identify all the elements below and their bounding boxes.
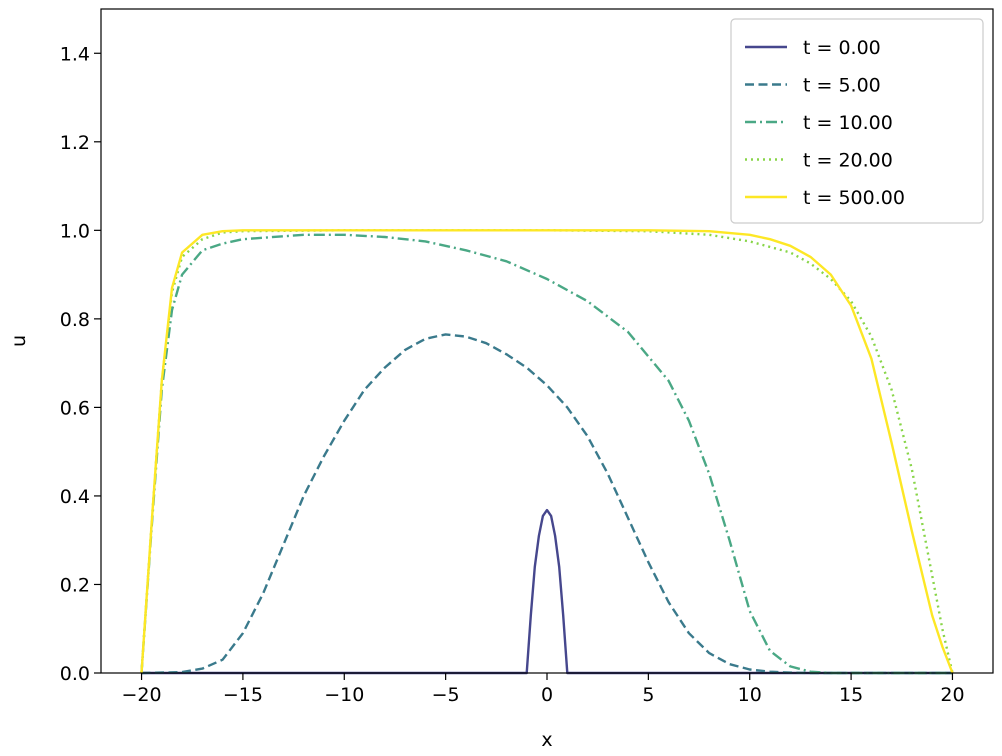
y-tick-label: 0.2 bbox=[60, 574, 90, 596]
x-tick-label: −5 bbox=[432, 684, 460, 706]
y-tick-label: 1.4 bbox=[60, 43, 90, 65]
legend-label: t = 500.00 bbox=[803, 187, 905, 209]
series-line-1 bbox=[141, 333, 953, 675]
legend-label: t = 0.00 bbox=[803, 37, 881, 59]
y-tick-label: 0.8 bbox=[60, 309, 90, 331]
x-tick-label: 10 bbox=[738, 684, 762, 706]
y-tick-label: 0.6 bbox=[60, 397, 90, 419]
legend-label: t = 20.00 bbox=[803, 150, 893, 172]
series-line-2 bbox=[140, 233, 953, 675]
legend-label: t = 5.00 bbox=[803, 75, 881, 97]
x-tick-label: 5 bbox=[642, 684, 654, 706]
x-tick-label: −15 bbox=[223, 684, 263, 706]
y-tick-label: 0.0 bbox=[60, 663, 90, 685]
legend-label: t = 10.00 bbox=[803, 112, 893, 134]
x-tick-label: −10 bbox=[324, 684, 364, 706]
x-tick-label: 0 bbox=[541, 684, 553, 706]
legend: t = 0.00 t = 5.00 t = 10.00 t = 20.00 t = 50… bbox=[730, 18, 984, 224]
y-tick-label: 1.0 bbox=[60, 220, 90, 242]
y-tick-label: 0.4 bbox=[60, 486, 90, 508]
legend-box bbox=[730, 18, 984, 224]
x-axis-ticks: −20 −15 −10 −5 0 5 10 15 20 bbox=[121, 673, 965, 706]
series-line-4 bbox=[140, 229, 954, 674]
x-tick-label: 20 bbox=[940, 684, 964, 706]
plot-lines bbox=[140, 229, 954, 675]
y-axis-ticks: 0.0 0.2 0.4 0.6 0.8 1.0 1.2 1.4 bbox=[60, 43, 101, 685]
x-axis-label: x bbox=[541, 729, 552, 751]
x-tick-label: 15 bbox=[839, 684, 863, 706]
x-tick-label: −20 bbox=[121, 684, 161, 706]
series-line-0 bbox=[141, 508, 953, 675]
y-tick-label: 1.2 bbox=[60, 132, 90, 154]
y-axis-label: u bbox=[8, 335, 30, 347]
